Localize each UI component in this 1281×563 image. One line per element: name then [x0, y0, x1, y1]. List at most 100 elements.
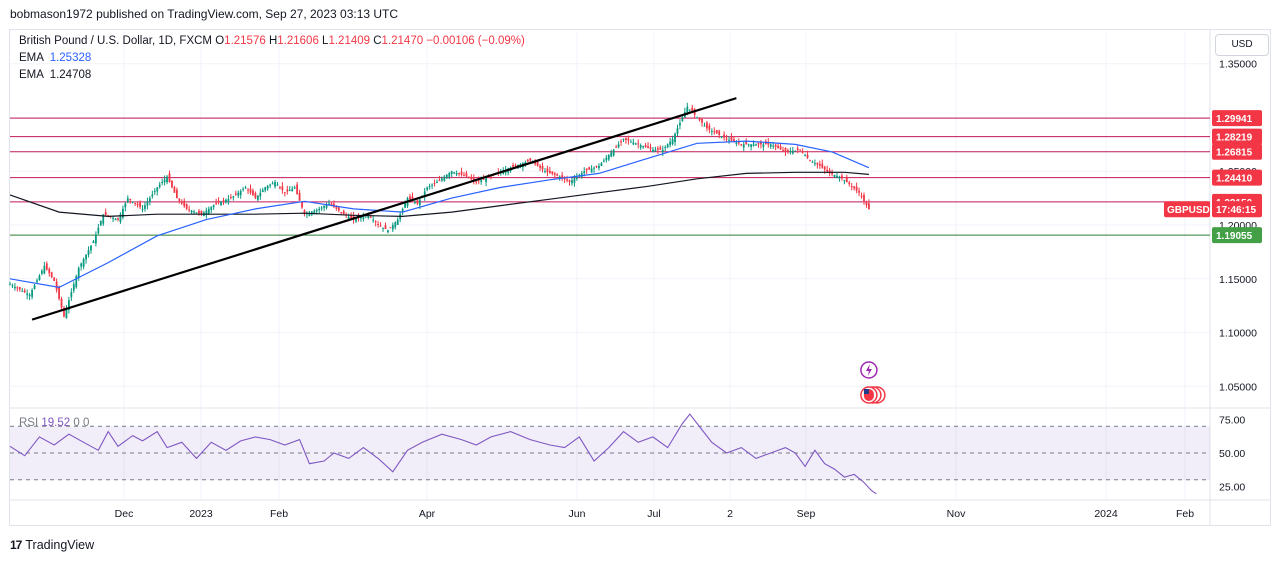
- candle-body-100: [254, 192, 257, 199]
- candle-body-72: [185, 204, 188, 209]
- candle-body-61: [158, 184, 161, 188]
- candle-body-192: [480, 180, 483, 182]
- rsi-line: [9, 413, 877, 495]
- candle-body-25: [70, 292, 73, 298]
- candle-body-341: [845, 177, 848, 183]
- candle-body-296: [735, 142, 738, 144]
- candle-body-224: [558, 176, 561, 179]
- candle-body-194: [485, 178, 487, 182]
- us-flag-canton-icon: [863, 389, 869, 394]
- candle-body-235: [585, 168, 588, 171]
- candle-body-238: [593, 167, 595, 169]
- candle-body-214: [534, 161, 537, 165]
- candle-body-149: [374, 221, 377, 223]
- candle-body-211: [526, 159, 529, 162]
- candle-body-7: [26, 293, 29, 296]
- candle-body-112: [283, 192, 286, 194]
- candle-body-54: [141, 208, 144, 210]
- level-label-bg-5: [1212, 227, 1262, 244]
- candle-body-261: [649, 147, 652, 149]
- candle-body-70: [180, 202, 183, 204]
- high-value: 1.21606: [277, 35, 319, 47]
- close-value: 1.21470: [381, 35, 424, 47]
- candle-body-125: [315, 209, 318, 212]
- candle-body-88: [225, 199, 227, 203]
- candle-body-45: [119, 214, 122, 223]
- candle-body-330: [818, 163, 821, 166]
- symbol-tag: GBPUSD: [1167, 205, 1210, 216]
- candle-body-176: [441, 178, 443, 181]
- candle-body-335: [831, 171, 833, 175]
- level-label-bg-2: [1212, 143, 1262, 160]
- candle-body-340: [843, 180, 846, 182]
- candle-body-229: [571, 180, 573, 184]
- candle-body-249: [620, 141, 622, 143]
- candle-body-248: [617, 144, 620, 148]
- candle-body-263: [654, 149, 657, 152]
- price-tick-5: 1.10000: [1219, 328, 1257, 340]
- candle-body-228: [568, 180, 571, 182]
- candle-body-94: [239, 190, 242, 196]
- candle-body-80: [205, 210, 208, 215]
- candle-body-76: [195, 212, 198, 214]
- candle-body-124: [313, 210, 316, 215]
- candle-body-164: [411, 196, 414, 201]
- currency-button[interactable]: USD: [1215, 34, 1269, 56]
- candle-body-290: [720, 136, 723, 138]
- candle-body-147: [369, 216, 372, 218]
- time-tick-10: Feb: [1176, 508, 1194, 520]
- candle-body-217: [541, 165, 544, 170]
- candle-body-96: [244, 187, 247, 189]
- candle-body-21: [60, 298, 63, 308]
- candle-body-242: [602, 160, 605, 162]
- symbol-legend: British Pound / U.S. Dollar, 1D, FXCM O1…: [19, 35, 525, 47]
- candle-body-265: [659, 147, 662, 150]
- candle-body-247: [615, 146, 618, 148]
- candle-body-246: [612, 149, 615, 156]
- candle-body-219: [546, 168, 549, 173]
- time-tick-3: Apr: [419, 508, 436, 520]
- candle-body-28: [77, 268, 80, 278]
- candle-body-241: [600, 163, 603, 166]
- candle-body-165: [414, 202, 416, 204]
- candle-body-300: [745, 141, 748, 145]
- candle-body-51: [134, 202, 137, 204]
- candle-body-185: [463, 174, 465, 176]
- candle-body-4: [18, 287, 21, 290]
- candle-body-287: [713, 131, 716, 133]
- candle-body-325: [806, 154, 809, 158]
- candle-body-283: [703, 125, 706, 127]
- candle-body-135: [340, 212, 343, 214]
- candle-body-233: [580, 173, 583, 177]
- tradingview-logo-icon: 17: [10, 538, 22, 552]
- candle-body-42: [112, 217, 114, 219]
- candle-body-293: [728, 139, 730, 141]
- candle-body-182: [455, 173, 458, 175]
- candle-body-289: [718, 130, 721, 135]
- candle-body-33: [90, 245, 92, 251]
- candle-body-294: [730, 137, 733, 141]
- ema-fast-legend: EMA 1.25328: [19, 52, 91, 64]
- time-tick-5: Jul: [647, 508, 660, 520]
- symbol-tag-bg: [1164, 201, 1210, 218]
- candle-body-298: [740, 144, 743, 146]
- candle-body-106: [269, 184, 272, 186]
- candle-body-216: [539, 165, 541, 168]
- candle-body-251: [625, 137, 627, 140]
- price-tick-0: 1.35000: [1219, 59, 1257, 71]
- candle-body-262: [652, 149, 654, 152]
- candle-body-139: [350, 215, 353, 219]
- candle-body-186: [465, 173, 468, 177]
- candle-body-274: [681, 117, 684, 121]
- candle-body-307: [762, 144, 765, 147]
- candle-body-46: [121, 208, 124, 218]
- candle-body-129: [325, 204, 328, 208]
- candle-body-12: [38, 275, 41, 281]
- candle-body-187: [467, 176, 470, 178]
- open-value: 1.21576: [224, 35, 266, 47]
- candle-body-269: [669, 141, 672, 145]
- rsi-tick-2: 25.00: [1219, 482, 1245, 494]
- candle-body-155: [389, 227, 392, 229]
- candle-body-282: [701, 118, 703, 123]
